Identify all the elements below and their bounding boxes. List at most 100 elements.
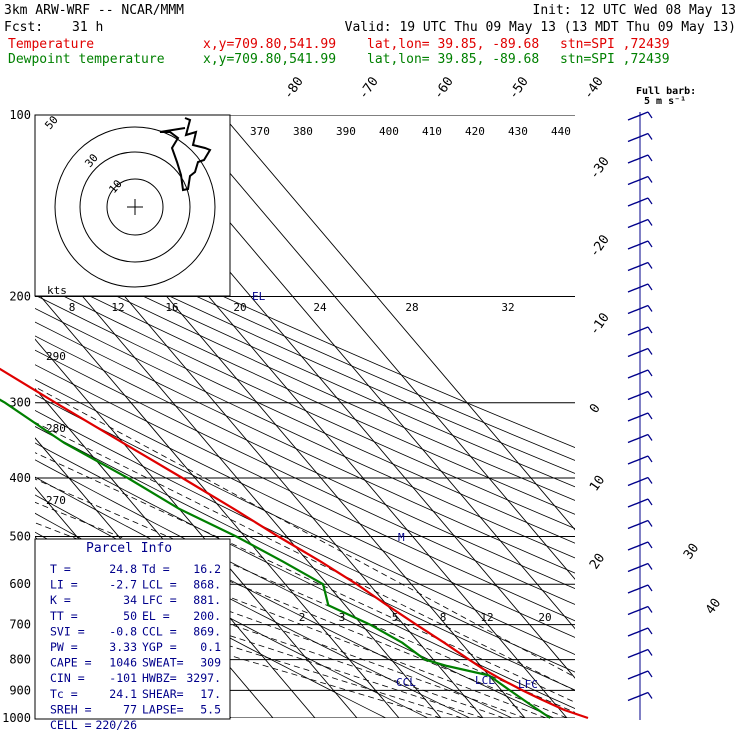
marker-2: CCL	[396, 676, 416, 689]
pressure-label-200: 200	[9, 290, 31, 304]
temp-side-label-6: 30	[681, 541, 702, 562]
barb-shaft-21	[627, 562, 649, 573]
parcel-key2-3: EL =	[142, 609, 170, 623]
barb-flag-23	[647, 606, 653, 613]
barb-flag-9	[647, 305, 653, 312]
dry-adiabat-400	[35, 294, 575, 544]
barb-shaft-27	[627, 691, 649, 702]
barb-flag-27	[647, 692, 653, 699]
mix-mid-label-4: 24	[313, 301, 327, 314]
parcel-val2-6: 309	[200, 656, 221, 670]
fcst-label: Fcst:	[4, 20, 43, 35]
temperature-label: Temperature	[8, 37, 94, 52]
barb-flag-10	[647, 326, 653, 334]
parcel-key1-3: TT =	[50, 609, 78, 623]
hodo-ring-0	[54, 126, 216, 288]
parcel-key1-0: T =	[50, 562, 71, 576]
moist-adiabat-40	[35, 386, 575, 678]
temperature-xy: x,y=709.80,541.99	[203, 37, 336, 52]
marker-1: M	[398, 531, 405, 544]
dry-adiabat-380	[35, 321, 575, 574]
parcel-val1-10: 220/26	[95, 718, 137, 732]
init-time: Init: 12 UTC Wed 08 May 13	[533, 3, 737, 18]
theta-left-label-0: 290	[46, 350, 66, 363]
temp-side-label-3: 0	[587, 401, 604, 416]
parcel-val2-5: 0.1	[200, 640, 221, 654]
theta-top-label-0: 370	[250, 125, 270, 138]
dry-adiabat-410	[35, 281, 575, 530]
barb-flag-15	[647, 434, 653, 441]
barb-shaft-14	[627, 412, 649, 422]
mix-mid-label-5: 28	[405, 301, 418, 314]
theta-left-label-2: 270	[46, 494, 66, 507]
temp-top-label-1: -70	[356, 74, 382, 102]
temp-top-label-0: -80	[281, 74, 307, 102]
isotherm--20	[35, 289, 400, 718]
moist-adiabat-35	[35, 421, 575, 692]
barb-flag-16	[647, 455, 653, 463]
barb-flag-25	[647, 649, 653, 656]
dry-adiabat-440	[35, 243, 575, 488]
moist-adiabat-25	[35, 478, 575, 713]
dry-adiabat-360	[35, 349, 575, 605]
barb-flag-2	[647, 154, 653, 162]
barb-shaft-4	[627, 197, 649, 207]
mix-low-label-5: 20	[538, 611, 551, 624]
parcel-val1-3: 50	[123, 609, 137, 623]
barb-shaft-3	[627, 175, 649, 186]
dry-adiabat-430	[35, 256, 575, 501]
pressure-label-900: 900	[9, 683, 31, 697]
parcel-key2-2: LFC =	[142, 593, 177, 607]
parcel-key1-8: Tc =	[50, 687, 78, 701]
dry-adiabat-390	[35, 308, 575, 559]
dry-adiabat-300	[35, 442, 575, 710]
temp-side-label-2: -10	[587, 310, 613, 338]
barb-shaft-25	[627, 648, 649, 659]
dry-adiabat-320	[35, 410, 575, 673]
parcel-key1-4: SVI =	[50, 624, 85, 638]
barb-flag-24	[647, 627, 653, 635]
marker-0: EL	[252, 290, 266, 303]
dry-adiabat-450	[35, 231, 575, 474]
mix-low-label-1: 3	[339, 611, 346, 624]
barb-shaft-0	[627, 111, 649, 121]
barb-legend-line1: Full barb:	[636, 86, 696, 97]
barb-shaft-24	[627, 627, 649, 637]
parcel-val1-2: 34	[123, 593, 137, 607]
barb-shaft-23	[627, 605, 649, 616]
pressure-label-700: 700	[9, 618, 31, 632]
temp-top-label-2: -60	[431, 74, 457, 102]
parcel-val1-1: -2.7	[109, 578, 137, 592]
parcel-key1-10: CELL =	[50, 718, 92, 732]
temp-side-label-1: -20	[587, 232, 613, 260]
parcel-val2-0: 16.2	[193, 562, 221, 576]
barb-flag-14	[647, 412, 653, 420]
temp-side-label-5: 20	[587, 551, 608, 572]
hodo-unit-label: kts	[47, 284, 67, 297]
barb-flag-20	[647, 541, 653, 549]
parcel-val2-2: 881.	[193, 593, 221, 607]
temp-top-label-3: -50	[506, 74, 532, 102]
barb-shaft-15	[627, 433, 649, 444]
theta-top-label-7: 440	[551, 125, 571, 138]
temp-top-label-4: -40	[581, 74, 607, 102]
dewpoint-latlon: lat,lon= 39.85, -89.68	[367, 52, 539, 67]
temperature-stn: stn=SPI ,72439	[560, 37, 670, 52]
marker-4: LFC	[518, 678, 538, 691]
dry-adiabat-420	[35, 268, 575, 515]
barb-flag-17	[647, 477, 653, 484]
theta-top-label-1: 380	[293, 125, 313, 138]
theta-top-label-3: 400	[379, 125, 399, 138]
parcel-val2-9: 5.5	[200, 702, 221, 716]
pressure-label-300: 300	[9, 396, 31, 410]
dry-adiabat-330	[35, 394, 575, 655]
isotherm--30	[35, 338, 358, 718]
theta-top-label-6: 430	[508, 125, 528, 138]
barb-shaft-1	[627, 132, 649, 143]
parcel-val1-6: 1046	[109, 656, 137, 670]
barb-flag-6	[647, 240, 653, 248]
barb-flag-11	[647, 348, 653, 355]
barb-flag-3	[647, 176, 653, 183]
pressure-label-400: 400	[9, 471, 31, 485]
